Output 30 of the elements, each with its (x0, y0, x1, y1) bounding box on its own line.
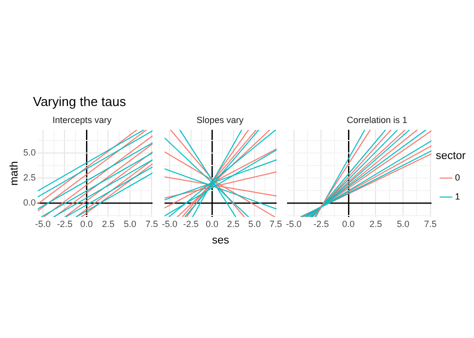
x-tick-label: 0.0 (206, 218, 218, 229)
chart-title: Varying the taus (33, 94, 127, 109)
x-tick-label: 5.0 (396, 218, 410, 229)
x-tick-label: 7.5 (269, 218, 282, 229)
x-tick-label: 7.5 (145, 218, 158, 229)
x-tick-label: -2.5 (56, 218, 72, 229)
x-tick-label: 5.0 (124, 218, 136, 229)
x-tick-label: -2.5 (183, 218, 199, 229)
legend-label: 0 (454, 172, 460, 183)
chart-subtitle: Slopes vary (196, 114, 244, 125)
y-tick-label: 0.0 (23, 197, 36, 208)
y-axis-title: math (8, 161, 21, 186)
x-tick-label: 2.5 (102, 218, 114, 229)
chart-subtitle: Intercepts vary (52, 114, 112, 125)
legend-title: sector (436, 150, 466, 162)
x-tick-label: -5.0 (162, 218, 178, 229)
chart-subtitle: Correlation is 1 (346, 114, 408, 125)
x-tick-label: 2.5 (369, 218, 382, 229)
legend-label: 1 (454, 192, 460, 202)
x-tick-label: 5.0 (248, 218, 261, 229)
x-tick-label: 0.0 (342, 218, 355, 229)
y-tick-label: 2.5 (23, 172, 36, 182)
x-tick-label: 7.5 (424, 218, 437, 229)
y-tick-label: 5.0 (23, 147, 36, 158)
x-tick-label: -2.5 (313, 218, 329, 229)
x-tick-label: -5.0 (35, 218, 51, 229)
x-axis-title: ses (212, 234, 230, 246)
x-tick-label: 0.0 (80, 218, 93, 229)
x-tick-label: 2.5 (227, 218, 240, 229)
x-tick-label: -5.0 (286, 218, 302, 229)
